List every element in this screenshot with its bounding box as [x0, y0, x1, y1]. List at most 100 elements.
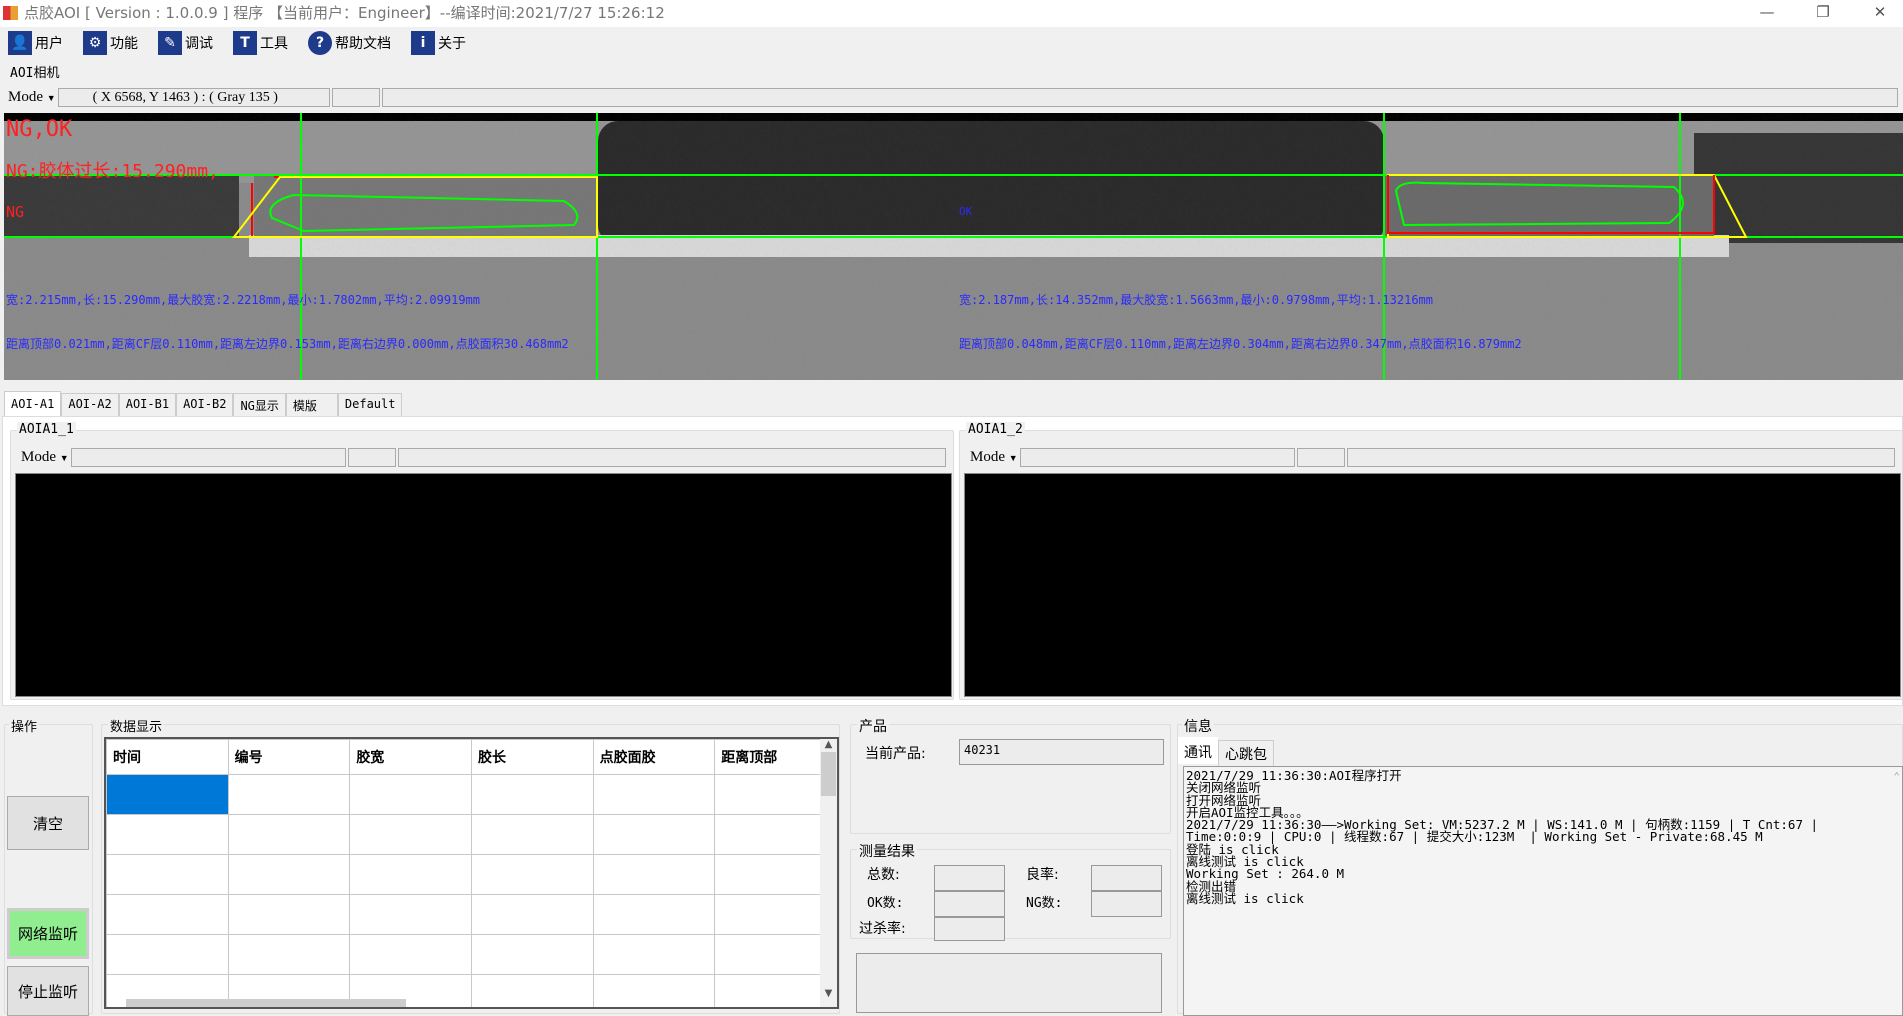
menu-label: 调试 — [185, 35, 213, 52]
result-text: NG,OK — [6, 117, 73, 142]
column-header[interactable]: 胶长 — [470, 739, 594, 775]
ng-reason-text: NG:胶体过长:15.290mm, — [6, 161, 219, 182]
table-cell[interactable] — [349, 934, 472, 975]
table-cell[interactable] — [470, 854, 594, 895]
menu-label: 用户 — [35, 35, 63, 52]
menu-help[interactable]: ? 帮助文档 — [308, 30, 391, 55]
table-cell[interactable] — [714, 774, 837, 815]
current-product-field[interactable]: 40231 — [959, 739, 1164, 765]
table-cell[interactable] — [227, 894, 351, 935]
image-view[interactable] — [15, 473, 952, 697]
tab-default[interactable]: Default — [337, 393, 403, 417]
tab-aoi-b2[interactable]: AOI-B2 — [176, 393, 234, 417]
scroll-down-icon[interactable]: ▼ — [824, 988, 833, 999]
table-cell[interactable] — [227, 814, 351, 855]
table-cell[interactable] — [106, 814, 229, 855]
scroll-thumb[interactable] — [821, 752, 836, 796]
table-cell[interactable] — [470, 774, 594, 815]
table-cell[interactable] — [592, 934, 716, 975]
table-cell[interactable] — [470, 934, 594, 975]
tab-communication[interactable]: 通讯 — [1178, 737, 1218, 764]
blank-panel — [856, 953, 1162, 1013]
menu-debug[interactable]: ✎ 调试 — [158, 30, 213, 55]
mode-dropdown[interactable]: Mode ▼ — [8, 89, 56, 106]
camera-image[interactable]: NG,OK NG:胶体过长:15.290mm, NG OK 宽:2.215mm,… — [4, 113, 1903, 380]
table-cell[interactable] — [349, 814, 472, 855]
column-header[interactable]: 编号 — [227, 739, 351, 775]
table-row[interactable] — [106, 894, 837, 935]
table-cell[interactable] — [106, 934, 229, 975]
log-line: 2021/7/29 11:36:30——>Working Set: VM:523… — [1186, 817, 1819, 833]
log-line: 登陆 is click — [1186, 841, 1279, 857]
table-cell[interactable] — [592, 894, 716, 935]
tab-ng-display[interactable]: NG显示 — [233, 393, 286, 417]
table-cell[interactable] — [714, 894, 837, 935]
table-cell[interactable] — [349, 854, 472, 895]
table-cell[interactable] — [592, 974, 716, 1007]
table-cell[interactable] — [227, 854, 351, 895]
table-cell[interactable] — [227, 934, 351, 975]
scroll-up-icon[interactable]: ▲ — [824, 739, 833, 750]
close-button[interactable]: ✕ — [1873, 3, 1887, 21]
menu-about[interactable]: i 关于 — [411, 30, 466, 55]
table-row[interactable] — [106, 814, 837, 855]
tab-aoi-a2[interactable]: AOI-A2 — [61, 393, 119, 417]
table-cell[interactable] — [470, 894, 594, 935]
table-cell[interactable] — [106, 894, 229, 935]
overkill-label: 过杀率: — [859, 921, 906, 937]
table-cell[interactable] — [349, 894, 472, 935]
mode-dropdown[interactable]: Mode ▼ — [21, 449, 69, 466]
table-cell[interactable] — [470, 974, 594, 1007]
column-header[interactable]: 点胶面胶 — [592, 739, 716, 775]
vertical-scrollbar[interactable]: ▲ ▼ — [820, 739, 837, 1007]
table-cell[interactable] — [714, 854, 837, 895]
column-header[interactable]: 时间 — [106, 739, 229, 775]
table-cell[interactable] — [349, 974, 472, 1007]
total-field[interactable] — [934, 865, 1005, 891]
horizontal-scroll-thumb[interactable] — [126, 999, 406, 1007]
table-cell[interactable] — [470, 814, 594, 855]
tab-aoi-a1[interactable]: AOI-A1 — [4, 391, 62, 417]
menu-function[interactable]: ⚙ 功能 — [83, 30, 138, 55]
table-cell[interactable] — [106, 854, 229, 895]
image-view[interactable] — [964, 473, 1901, 697]
measure-group: 测量结果 总数: OK数: 过杀率: 良率: NG数: — [850, 841, 1171, 941]
table-cell[interactable] — [714, 934, 837, 975]
network-listen-button[interactable]: 网络监听 — [7, 908, 89, 959]
right-measure-line2: 距离顶部0.048mm,距离CF层0.110mm,距离左边界0.304mm,距离… — [959, 337, 1522, 351]
table-cell[interactable] — [714, 974, 837, 1007]
table-cell[interactable] — [592, 774, 716, 815]
table-row[interactable] — [106, 774, 837, 815]
data-grid[interactable]: 时间 编号 胶宽 胶长 点胶面胶 距离顶部 ▲ ▼ — [104, 737, 839, 1009]
table-cell[interactable] — [592, 814, 716, 855]
column-header[interactable]: 胶宽 — [349, 739, 472, 775]
yield-field[interactable] — [1091, 865, 1162, 891]
minimize-button[interactable]: — — [1759, 3, 1775, 21]
log-line: 开启AOI监控工具。。。 — [1186, 804, 1309, 820]
ok-count-field[interactable] — [934, 891, 1005, 917]
tab-template[interactable]: 模版 — [285, 393, 338, 417]
scroll-up-icon[interactable]: ⌃ — [1893, 770, 1900, 783]
table-row[interactable] — [106, 934, 837, 975]
table-cell[interactable] — [349, 774, 472, 815]
mode-dropdown[interactable]: Mode ▼ — [970, 449, 1018, 466]
tab-aoi-b1[interactable]: AOI-B1 — [118, 393, 177, 417]
tab-heartbeat[interactable]: 心跳包 — [1218, 740, 1274, 767]
table-cell[interactable] — [714, 814, 837, 855]
column-header[interactable]: 距离顶部 — [714, 739, 837, 775]
menu-user[interactable]: 👤 用户 — [8, 30, 63, 55]
view-label: AOIA1_1 — [17, 422, 76, 437]
status-field — [1346, 448, 1895, 467]
table-cell[interactable] — [227, 774, 351, 815]
table-row[interactable] — [106, 854, 837, 895]
log-textbox[interactable]: 2021/7/29 11:36:30:AOI程序打开 关闭网络监听 打开网络监听 开启… — [1183, 766, 1903, 1016]
camera-tabs: AOI-A1 AOI-A2 AOI-B1 AOI-B2 NG显示 模版 Defa… — [4, 391, 403, 417]
table-cell[interactable] — [592, 854, 716, 895]
menu-tools[interactable]: T 工具 — [233, 30, 288, 55]
table-cell[interactable] — [106, 774, 229, 815]
clear-button[interactable]: 清空 — [7, 796, 89, 850]
stop-listen-button[interactable]: 停止监听 — [7, 966, 89, 1016]
ng-count-field[interactable] — [1091, 891, 1162, 917]
restore-button[interactable]: ❐ — [1816, 3, 1830, 21]
overkill-field[interactable] — [934, 917, 1005, 941]
